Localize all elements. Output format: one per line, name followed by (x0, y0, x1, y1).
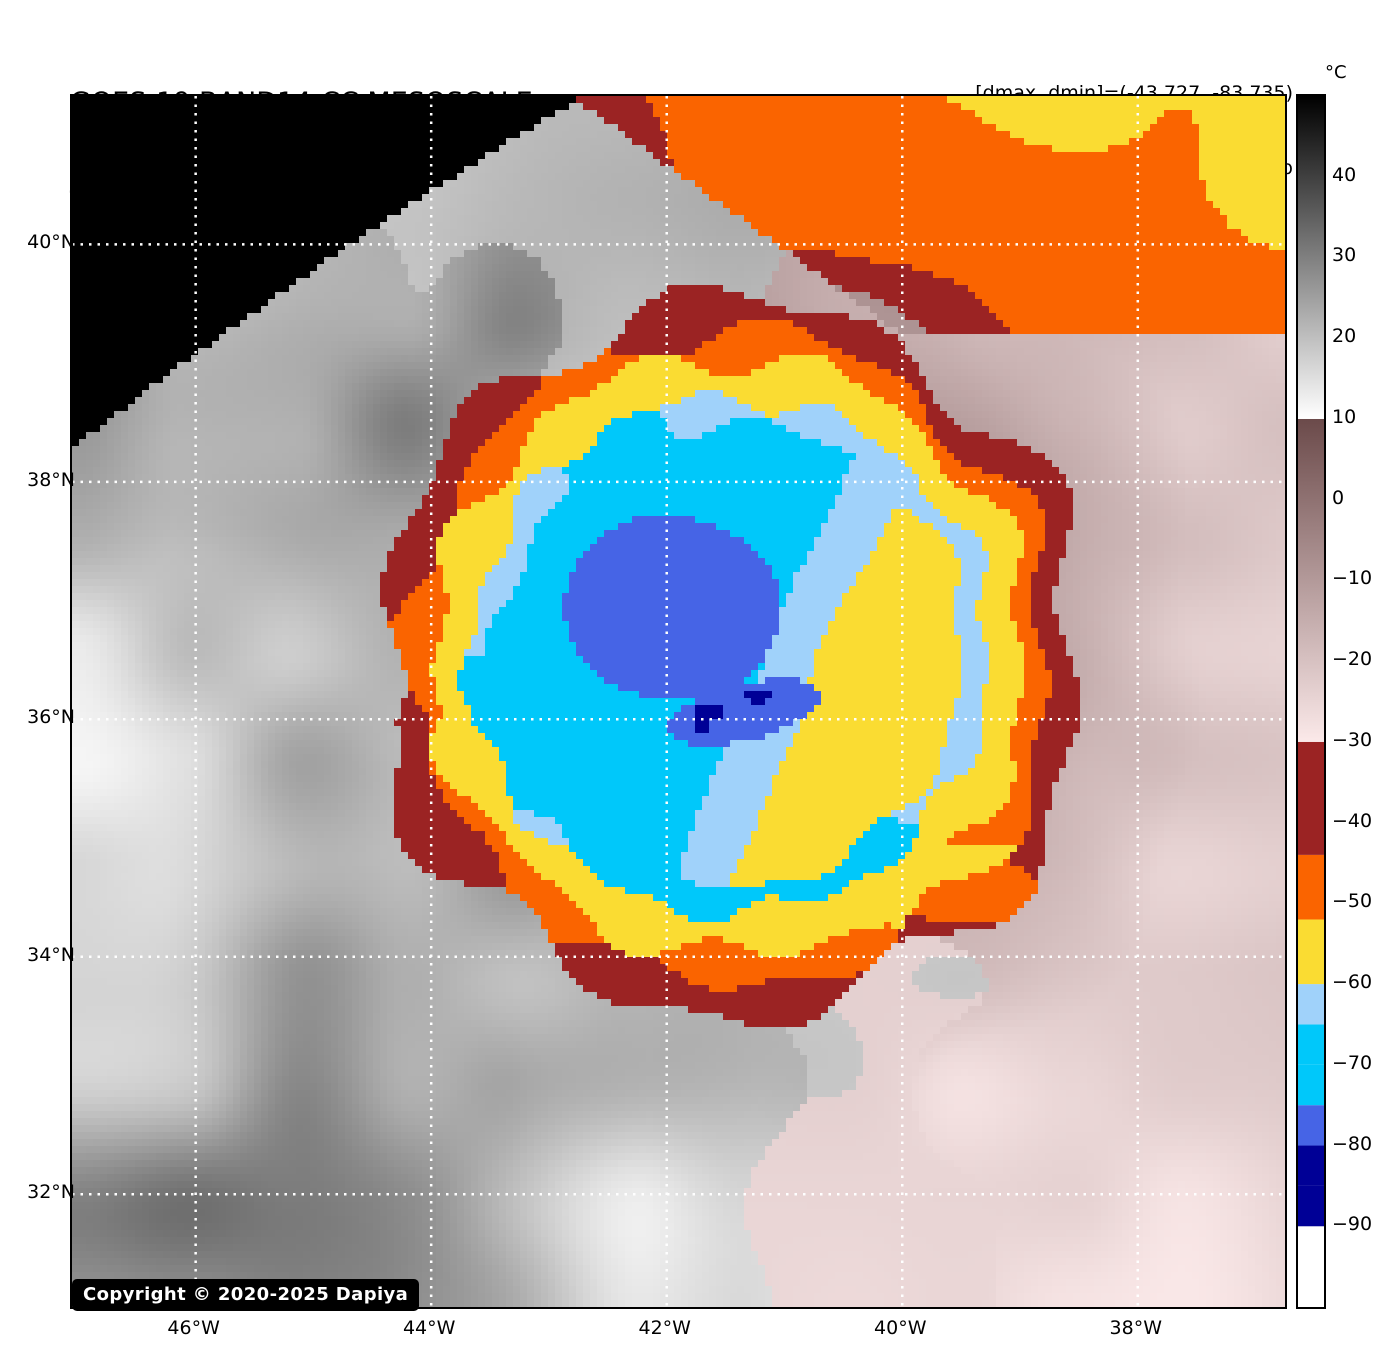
colorbar-units-label: °C (1325, 62, 1347, 83)
satellite-image-plot[interactable] (70, 94, 1287, 1309)
colorbar-tick-3: 10 (1332, 405, 1357, 428)
latitude-tick-2: 36°N (27, 706, 75, 729)
colorbar-tick-9: −50 (1332, 890, 1373, 913)
colorbar-tick-8: −40 (1332, 809, 1373, 832)
longitude-tick-0: 46°W (167, 1317, 220, 1339)
colorbar-tick-4: 0 (1332, 486, 1345, 509)
longitude-tick-4: 38°W (1109, 1317, 1163, 1339)
colorbar-tick-11: −70 (1332, 1051, 1373, 1074)
colorbar-tick-7: −30 (1332, 728, 1373, 751)
colorbar-tick-6: −20 (1332, 648, 1373, 671)
colorbar-tick-0: 40 (1332, 163, 1357, 186)
longitude-tick-3: 40°W (874, 1317, 927, 1339)
colorbar-tick-10: −60 (1332, 971, 1373, 994)
colorbar-tick-13: −90 (1332, 1213, 1373, 1236)
colorbar-tick-12: −80 (1332, 1132, 1373, 1155)
latitude-tick-3: 34°N (27, 943, 75, 966)
colorbar-canvas (1298, 96, 1324, 1307)
latitude-tick-0: 40°N (27, 231, 75, 254)
latitude-tick-4: 32°N (27, 1181, 75, 1204)
longitude-tick-2: 42°W (638, 1317, 691, 1339)
copyright-badge: Copyright © 2020-2025 Dapiya (72, 1279, 420, 1311)
colorbar-tick-1: 30 (1332, 244, 1357, 267)
colorbar-tick-2: 20 (1332, 325, 1357, 348)
satellite-imagery-canvas (72, 96, 1285, 1307)
colorbar-tick-5: −10 (1332, 567, 1373, 590)
longitude-tick-1: 44°W (402, 1317, 456, 1339)
temperature-colorbar[interactable] (1296, 94, 1326, 1309)
latitude-tick-1: 38°N (27, 468, 75, 491)
